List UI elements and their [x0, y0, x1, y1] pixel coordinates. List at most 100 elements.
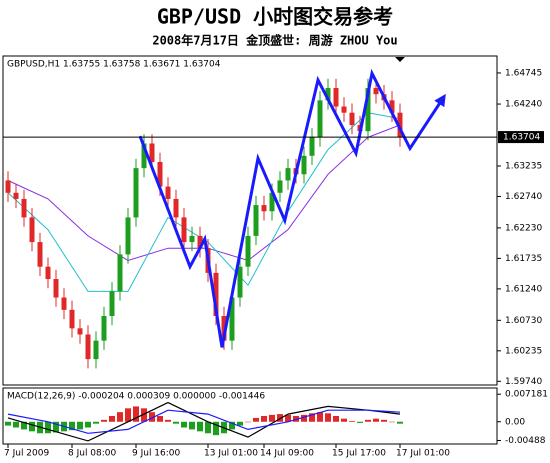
macd-bar — [237, 421, 243, 426]
macd-bar — [157, 416, 163, 422]
candle-body — [37, 242, 43, 267]
macd-bar — [317, 412, 323, 422]
y-tick-label: 1.62230 — [505, 223, 542, 233]
macd-bar — [253, 417, 259, 422]
macd-bar — [93, 421, 99, 424]
candle-body — [109, 291, 115, 316]
candle-body — [237, 266, 243, 298]
candle-body — [21, 198, 27, 218]
x-tick-label: 9 Jul 16:00 — [132, 449, 181, 459]
candle-body — [173, 198, 179, 218]
candle-body — [221, 315, 227, 341]
macd-bar — [197, 421, 203, 432]
candle-body — [5, 180, 11, 193]
candle-body — [213, 272, 219, 316]
macd-frame — [2, 387, 498, 445]
candle-body — [93, 340, 99, 360]
candle-body — [117, 254, 123, 292]
price-frame — [2, 55, 498, 386]
last-price-label: 1.63704 — [503, 133, 540, 143]
y-tick-label: 1.64240 — [505, 100, 542, 110]
y-tick-label: 1.60730 — [505, 316, 542, 326]
price-info: GBPUSD,H1 1.63755 1.63758 1.63671 1.6370… — [7, 60, 221, 70]
candle-body — [69, 309, 75, 329]
y-tick-label: 1.59740 — [505, 377, 542, 387]
y-tick-label: 0.007181 — [505, 390, 548, 400]
candle-body — [149, 143, 155, 162]
macd-line — [7, 409, 401, 434]
macd-bar — [53, 421, 59, 433]
macd-info: MACD(12,26,9) -0.000204 0.000309 0.00000… — [7, 392, 265, 402]
candle-body — [45, 266, 51, 280]
macd-bar — [117, 412, 123, 422]
candle-body — [333, 88, 339, 107]
shift-marker — [395, 57, 405, 62]
macd-bar — [13, 421, 19, 428]
macd-bar — [381, 419, 387, 422]
macd-bar — [149, 412, 155, 422]
macd-bar — [101, 419, 107, 422]
candle-body — [13, 192, 19, 199]
page-subtitle: 2008年7月17日 金顶盛世: 周游 ZHOU You — [152, 33, 397, 48]
x-tick-label: 7 Jul 2009 — [4, 449, 49, 459]
x-tick-label: 8 Jul 08:00 — [68, 449, 117, 459]
macd-bar — [397, 421, 403, 424]
macd-bar — [125, 408, 131, 422]
y-tick-label: -0.00488 — [505, 436, 546, 446]
y-tick-label: 1.61735 — [505, 254, 542, 264]
y-tick-label: 1.63235 — [505, 161, 542, 171]
candle-body — [245, 235, 251, 267]
candle-body — [309, 137, 315, 156]
macd-bar — [229, 421, 235, 430]
macd-bar — [29, 421, 35, 432]
macd-bar — [77, 421, 83, 430]
candle-body — [125, 217, 131, 255]
macd-bar — [165, 419, 171, 422]
candle-body — [133, 168, 139, 218]
candle-body — [85, 334, 91, 360]
macd-bar — [357, 421, 363, 423]
macd-bar — [173, 421, 179, 424]
candle-body — [389, 100, 395, 113]
macd-bar — [277, 414, 283, 422]
y-tick-label: 1.60235 — [505, 346, 542, 356]
candle-body — [29, 217, 35, 243]
macd-bar — [341, 418, 347, 422]
candle-body — [269, 192, 275, 212]
candle-body — [101, 315, 107, 341]
macd-bar — [365, 419, 371, 422]
x-tick-label: 15 Jul 17:00 — [332, 449, 386, 459]
candle-body — [301, 155, 307, 175]
x-tick-label: 13 Jul 01:00 — [204, 449, 258, 459]
macd-line — [7, 401, 401, 442]
macd-bar — [285, 414, 291, 422]
candle-body — [341, 106, 347, 113]
macd-bar — [189, 421, 195, 430]
macd-bar — [349, 420, 355, 422]
macd-bar — [141, 408, 147, 422]
macd-bar — [133, 406, 139, 422]
macd-bar — [325, 413, 331, 422]
trend-zigzag — [138, 68, 446, 348]
candle-body — [317, 100, 323, 138]
candle-body — [181, 217, 187, 243]
macd-bar — [21, 421, 27, 430]
macd-bar — [389, 421, 395, 423]
candle-body — [53, 279, 59, 298]
candle-body — [141, 143, 147, 169]
x-tick-label: 17 Jul 01:00 — [396, 449, 450, 459]
candle-body — [397, 112, 403, 138]
page-title: GBP/USD 小时图交易参考 — [157, 5, 393, 29]
candle-body — [197, 235, 203, 249]
candle-body — [349, 112, 355, 126]
macd-bar — [5, 421, 11, 426]
macd-bar — [261, 416, 267, 422]
x-tick-label: 14 Jul 09:00 — [260, 449, 314, 459]
candle-body — [365, 88, 371, 132]
macd-bar — [245, 421, 251, 423]
macd-bar — [333, 416, 339, 422]
candle-body — [165, 186, 171, 199]
last-price-box — [498, 131, 544, 144]
macd-bar — [213, 421, 219, 436]
